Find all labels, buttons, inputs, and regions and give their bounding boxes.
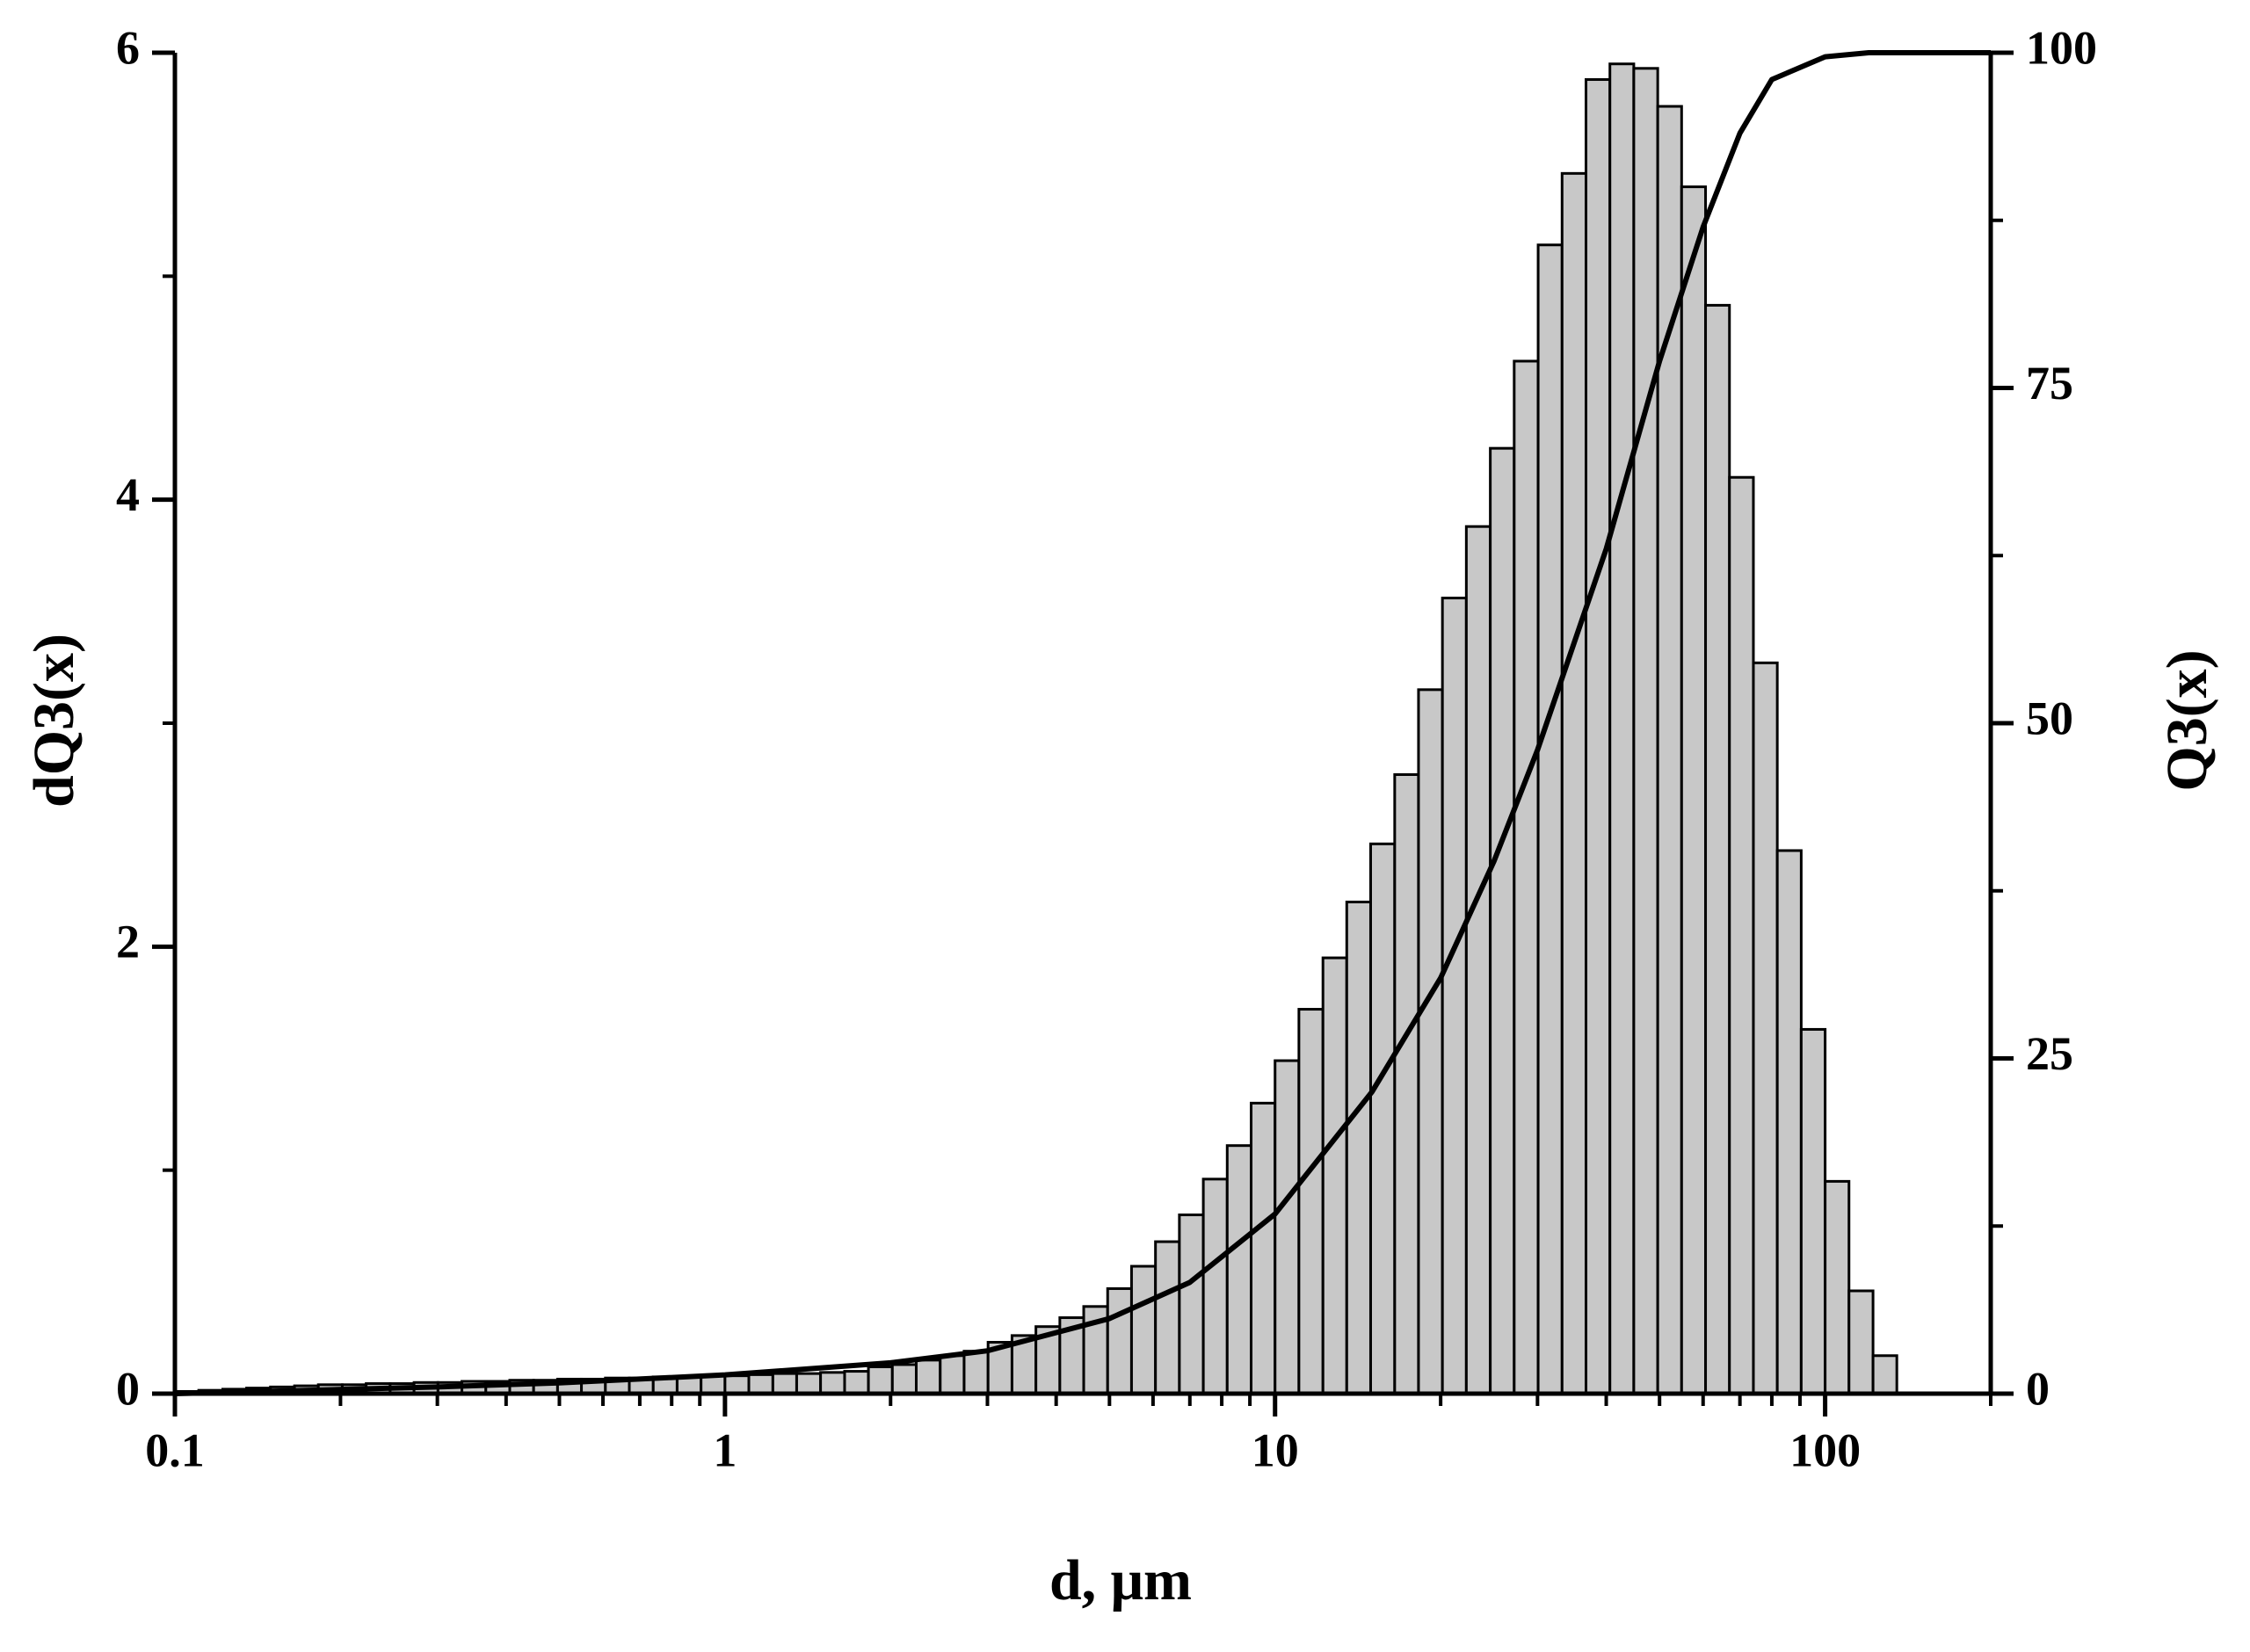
bar	[1464, 525, 1492, 1395]
bar	[1154, 1240, 1181, 1395]
x-tick-label: 0.1	[145, 1424, 205, 1476]
bar	[1321, 956, 1348, 1395]
bar	[1250, 1101, 1277, 1395]
yticks-label: 0	[116, 1362, 140, 1415]
y-axis-title: dQ3(x)	[22, 634, 86, 808]
bar	[914, 1359, 942, 1395]
bar	[1368, 842, 1397, 1395]
bar	[1656, 105, 1683, 1395]
bar	[1225, 1144, 1253, 1395]
bar	[723, 1374, 751, 1395]
bar	[1489, 446, 1516, 1395]
bar	[1847, 1289, 1875, 1395]
bar	[890, 1363, 918, 1395]
bar	[819, 1371, 846, 1395]
bar	[939, 1354, 966, 1395]
bar	[1441, 597, 1468, 1395]
bar	[1871, 1354, 1898, 1395]
bar	[1775, 849, 1803, 1395]
bar	[867, 1365, 894, 1395]
cumulative-line	[174, 50, 1991, 1396]
y2ticks-label: 0	[2026, 1362, 2050, 1415]
yticks-label: 4	[116, 468, 140, 521]
bar	[1201, 1177, 1229, 1395]
bar	[1799, 1027, 1827, 1395]
bar	[747, 1373, 774, 1395]
bar	[1345, 900, 1372, 1395]
y2ticks-label: 50	[2026, 692, 2073, 744]
bar	[771, 1372, 798, 1395]
y2ticks-label: 25	[2026, 1027, 2073, 1080]
bar	[1585, 78, 1612, 1395]
bar	[795, 1372, 823, 1395]
bar	[1536, 243, 1564, 1395]
bar	[1417, 688, 1444, 1395]
yticks-label: 6	[116, 21, 140, 74]
bar	[1560, 171, 1588, 1395]
yticks-label: 2	[116, 916, 140, 968]
x-tick-label: 10	[1252, 1424, 1299, 1476]
x-axis-title: d, μm	[1049, 1548, 1192, 1612]
bar	[1106, 1286, 1133, 1395]
bar	[1728, 475, 1755, 1395]
bar	[1824, 1179, 1851, 1395]
x-tick-label: 100	[1789, 1424, 1861, 1476]
bar	[1752, 661, 1779, 1395]
bar	[1513, 359, 1540, 1395]
bar	[1632, 67, 1659, 1395]
bar	[843, 1370, 870, 1395]
bar	[1178, 1214, 1205, 1395]
bar	[1704, 303, 1731, 1395]
x-tick-label: 1	[713, 1424, 737, 1476]
bar	[1680, 185, 1708, 1395]
bar	[962, 1350, 990, 1395]
y2ticks-label: 75	[2026, 357, 2073, 409]
bar	[1297, 1008, 1325, 1395]
y2-axis-title: Q3(x)	[2155, 649, 2219, 791]
bar	[1393, 772, 1420, 1395]
bar	[1608, 62, 1636, 1395]
bar	[1274, 1059, 1301, 1395]
bar	[1129, 1264, 1158, 1395]
y2ticks-label: 100	[2026, 21, 2097, 74]
